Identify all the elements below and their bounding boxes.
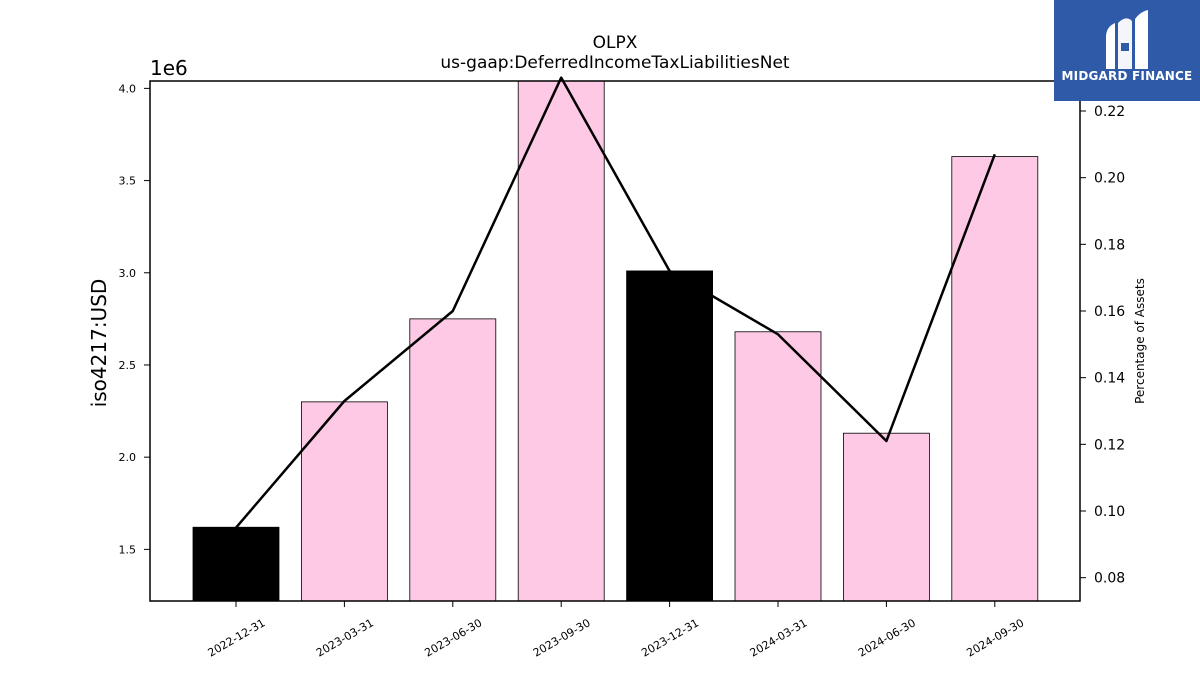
logo-text: MIDGARD FINANCE <box>1061 69 1193 83</box>
x-tick-label: 2023-09-30 <box>531 616 593 659</box>
x-tick-label: 2023-12-31 <box>639 616 701 659</box>
logo: MIDGARD FINANCE <box>1054 0 1200 101</box>
bar-2024-06-30 <box>843 432 930 602</box>
bar-2023-03-31 <box>300 401 388 602</box>
y2-tick-label: 0.14 <box>1094 371 1125 387</box>
y-tick-label: 1.5 <box>119 543 137 556</box>
y-tick-label: 3.5 <box>119 175 137 188</box>
x-tick-label: 2023-03-31 <box>314 616 376 659</box>
x-tick-label: 2024-06-30 <box>856 616 918 659</box>
bar-2023-09-30 <box>517 80 605 602</box>
x-tick-label: 2024-09-30 <box>964 616 1026 659</box>
y-tick-label: 2.0 <box>119 451 137 464</box>
x-tick-label: 2024-03-31 <box>748 616 810 659</box>
bar-2024-03-31 <box>734 331 822 602</box>
bar-2024-09-30 <box>951 156 1039 602</box>
line-series <box>235 76 996 529</box>
y-tick-label: 2.5 <box>119 359 137 372</box>
y2-tick-label: 0.20 <box>1094 171 1125 187</box>
y-tick-label: 3.0 <box>119 267 137 280</box>
y2-tick-label: 0.08 <box>1094 571 1125 587</box>
y-tick-label: 4.0 <box>119 82 137 95</box>
chart-subtitle: us-gaap:DeferredIncomeTaxLiabilitiesNet <box>440 53 790 73</box>
bar-2023-06-30 <box>409 318 497 602</box>
y2-tick-label: 0.10 <box>1094 504 1125 520</box>
bar-2022-12-31 <box>192 526 280 602</box>
bar-2023-12-31 <box>626 270 713 602</box>
y2-tick-label: 0.18 <box>1094 237 1125 253</box>
y-axis-label: iso4217:USD <box>87 279 111 408</box>
chart-title: OLPX <box>593 33 638 53</box>
y2-tick-label: 0.16 <box>1094 304 1125 320</box>
y-offset-label: 1e6 <box>150 56 188 80</box>
y2-axis-label: Percentage of Assets <box>1133 278 1147 404</box>
plot-frame <box>149 80 1081 602</box>
logo-mark-icon <box>1106 10 1148 69</box>
x-tick-label: 2022-12-31 <box>206 616 268 659</box>
y2-tick-label: 0.12 <box>1094 437 1125 453</box>
x-tick-label: 2023-06-30 <box>422 616 484 659</box>
y2-tick-label: 0.22 <box>1094 104 1125 120</box>
